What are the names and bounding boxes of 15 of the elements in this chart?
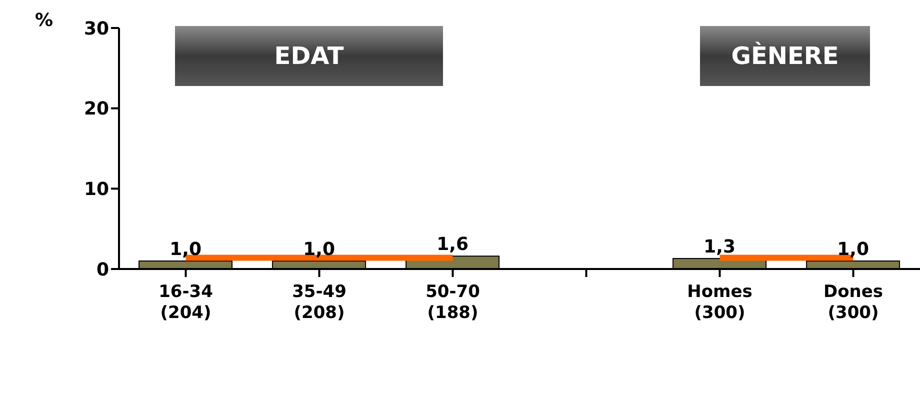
data-label: 1,6 — [436, 234, 468, 256]
y-tick-label: 30 — [84, 18, 109, 40]
x-tick-label: 50-70 (188) — [426, 282, 480, 323]
y-tick-label: 10 — [84, 179, 109, 200]
x-tick-label: 16-34 (204) — [158, 282, 214, 323]
x-tick-label: Dones (300) — [823, 282, 884, 323]
data-label: 1,0 — [837, 238, 869, 260]
data-label: 1,3 — [704, 236, 736, 258]
x-tick-label: Homes (300) — [687, 282, 752, 323]
x-tick-label: 35-49 (208) — [292, 282, 346, 323]
y-axis-title: % — [35, 10, 54, 31]
data-label: 1,0 — [170, 238, 202, 260]
data-label: 1,0 — [303, 238, 335, 260]
y-tick-label: 0 — [96, 259, 109, 280]
y-tick-label: 20 — [84, 98, 109, 120]
